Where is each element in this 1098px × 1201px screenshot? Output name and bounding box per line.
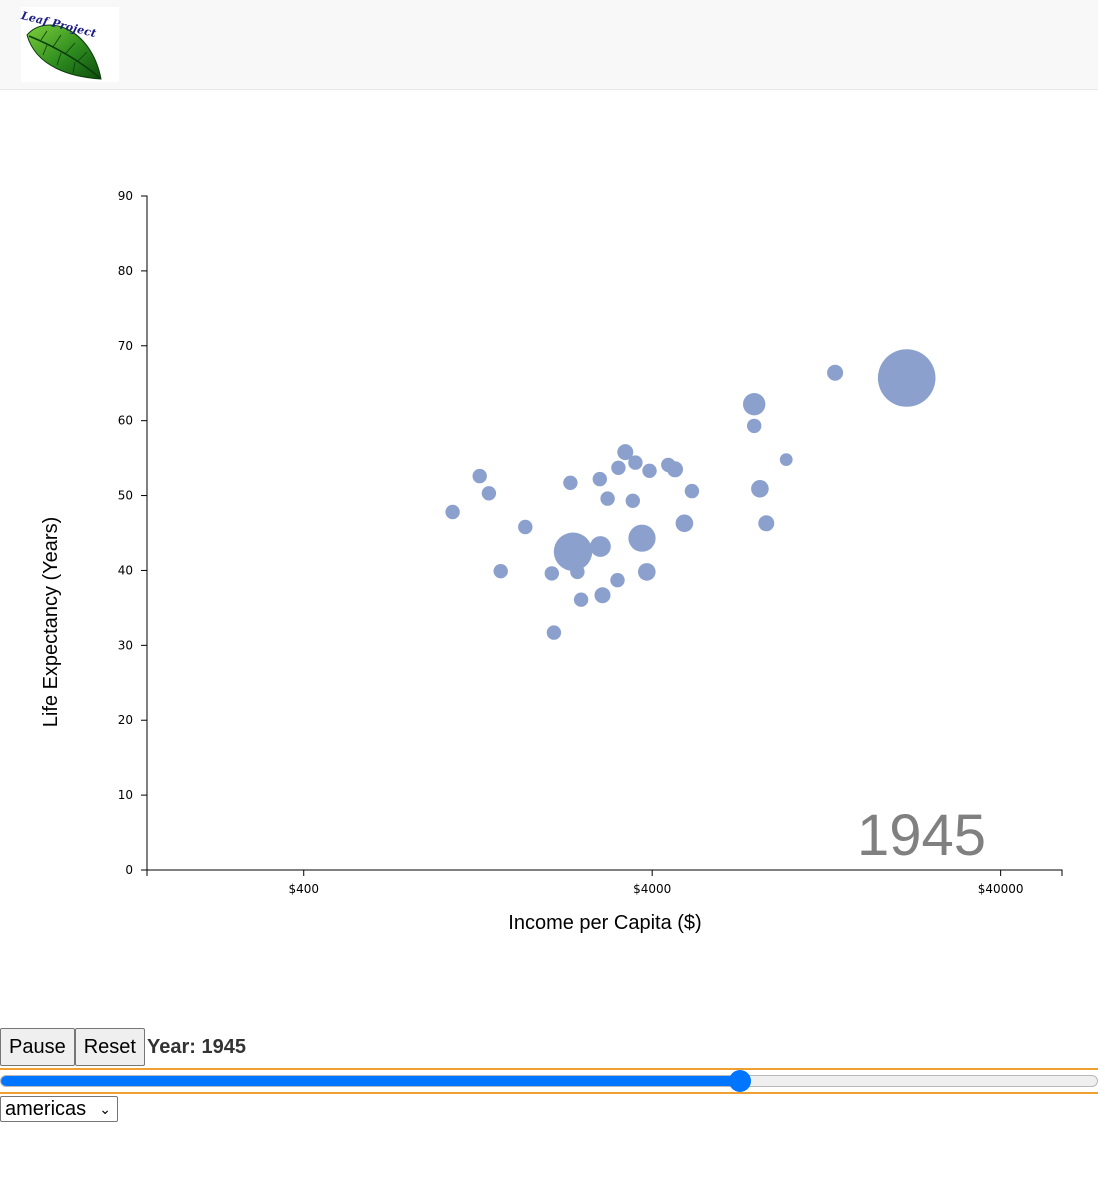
slider-fill [1, 1076, 740, 1086]
data-point [675, 514, 694, 533]
data-point [594, 587, 611, 604]
x-axis: $400 $4000 $40000 [146, 869, 1063, 896]
slider-thumb[interactable] [729, 1070, 752, 1092]
data-point [611, 460, 626, 475]
bubble-chart: 0 10 20 30 40 50 60 70 80 90 $400 $4000 $40000 1945… [40, 189, 1063, 934]
data-point [610, 573, 625, 588]
leaf-icon [26, 24, 102, 80]
data-point [758, 515, 775, 532]
navbar: Leaf Project [0, 0, 1098, 90]
data-point [493, 564, 508, 579]
animation-controls: Pause Reset Year: 1945 [0, 1028, 246, 1066]
data-point [617, 444, 634, 461]
data-point [667, 461, 683, 478]
data-point [628, 455, 643, 470]
data-point [481, 486, 497, 501]
data-point [877, 349, 936, 407]
data-point [625, 493, 640, 508]
data-point [472, 468, 487, 484]
data-point [779, 453, 793, 466]
y-tick-label: 70 [118, 339, 133, 353]
x-tick-label: $4000 [633, 882, 671, 896]
data-point [600, 491, 615, 506]
reset-button[interactable]: Reset [74, 1028, 145, 1066]
x-axis-line [146, 869, 1063, 876]
data-point [518, 519, 533, 535]
y-tick-label: 0 [125, 863, 133, 877]
leaf-project-logo[interactable]: Leaf Project [20, 7, 119, 82]
y-tick-label: 20 [118, 713, 133, 727]
y-tick-label: 80 [118, 264, 133, 278]
data-point [827, 364, 844, 381]
y-axis-title: Life Expectancy (Years) [40, 517, 62, 727]
y-tick-label: 40 [118, 563, 133, 577]
year-watermark: 1945 [857, 803, 986, 868]
data-point [571, 553, 586, 568]
region-select-value: americas [5, 1098, 87, 1120]
data-point [590, 536, 611, 557]
y-axis-line [141, 195, 148, 871]
year-readout: Year: 1945 [146, 1035, 246, 1058]
data-point [743, 393, 766, 416]
x-tick-label: $40000 [978, 882, 1024, 896]
x-axis-title: Income per Capita ($) [508, 912, 701, 934]
data-point [628, 524, 656, 552]
data-point [638, 563, 656, 581]
y-tick-label: 10 [118, 788, 133, 802]
region-select[interactable]: americas ⌄ [0, 1096, 118, 1122]
data-point [546, 625, 562, 640]
data-point [684, 483, 700, 499]
y-axis: 0 10 20 30 40 50 60 70 80 90 [118, 189, 148, 877]
data-point [445, 504, 460, 520]
y-tick-label: 30 [118, 638, 133, 652]
slider-track[interactable] [0, 1075, 1098, 1087]
chevron-down-icon: ⌄ [99, 1101, 111, 1117]
x-tick-label: $400 [288, 882, 319, 896]
data-point [573, 592, 589, 607]
bubble-layer [445, 349, 936, 640]
pause-button[interactable]: Pause [0, 1028, 75, 1066]
data-point [570, 564, 585, 580]
y-tick-label: 90 [118, 189, 133, 203]
data-point [544, 566, 559, 581]
y-tick-label: 60 [118, 414, 133, 428]
data-point [747, 418, 762, 434]
y-tick-label: 50 [118, 489, 133, 503]
year-slider[interactable] [0, 1068, 1098, 1094]
data-point [592, 471, 607, 487]
data-point [563, 475, 578, 490]
data-point [642, 463, 657, 478]
data-point [751, 480, 769, 498]
